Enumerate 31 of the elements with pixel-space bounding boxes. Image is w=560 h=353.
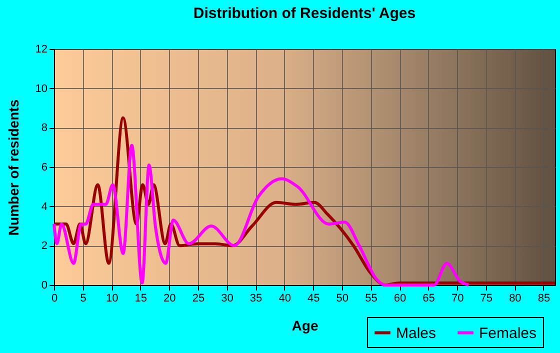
x-tick-label: 40 (278, 292, 291, 304)
x-tick-label: 85 (538, 292, 550, 304)
x-tick-label: 10 (106, 292, 118, 304)
y-tick-label: 8 (41, 122, 48, 134)
x-tick-label: 0 (51, 292, 58, 304)
y-tick-label: 10 (35, 82, 48, 95)
legend-label: Males (396, 324, 436, 342)
x-axis-title: Age (292, 318, 318, 334)
x-tick-label: 55 (365, 292, 378, 304)
x-tick-label: 70 (451, 292, 464, 304)
x-tick-label: 60 (394, 292, 406, 304)
y-tick-label: 6 (41, 162, 48, 174)
x-tick-label: 75 (480, 292, 493, 304)
x-tick-label: 25 (192, 292, 205, 304)
y-tick-label: 12 (35, 44, 48, 56)
x-tick-label: 20 (164, 292, 176, 304)
x-tick-label: 5 (80, 292, 86, 304)
x-tick-label: 35 (250, 292, 262, 304)
chart-title: Distribution of Residents' Ages (193, 5, 416, 22)
line-series (52, 144, 470, 286)
x-tick-label: 15 (134, 292, 148, 304)
x-tick-label: 45 (308, 292, 320, 304)
y-tick-label: 2 (41, 240, 48, 252)
legend-label: Females (479, 324, 537, 342)
x-tick-label: 30 (221, 292, 234, 304)
x-tick-label: 65 (422, 292, 435, 304)
y-tick-label: 0 (41, 280, 48, 292)
x-tick-label: 80 (509, 292, 522, 304)
y-tick-label: 4 (41, 200, 48, 213)
x-tick-label: 50 (336, 292, 349, 304)
y-axis-title: Number of residents (5, 99, 22, 236)
